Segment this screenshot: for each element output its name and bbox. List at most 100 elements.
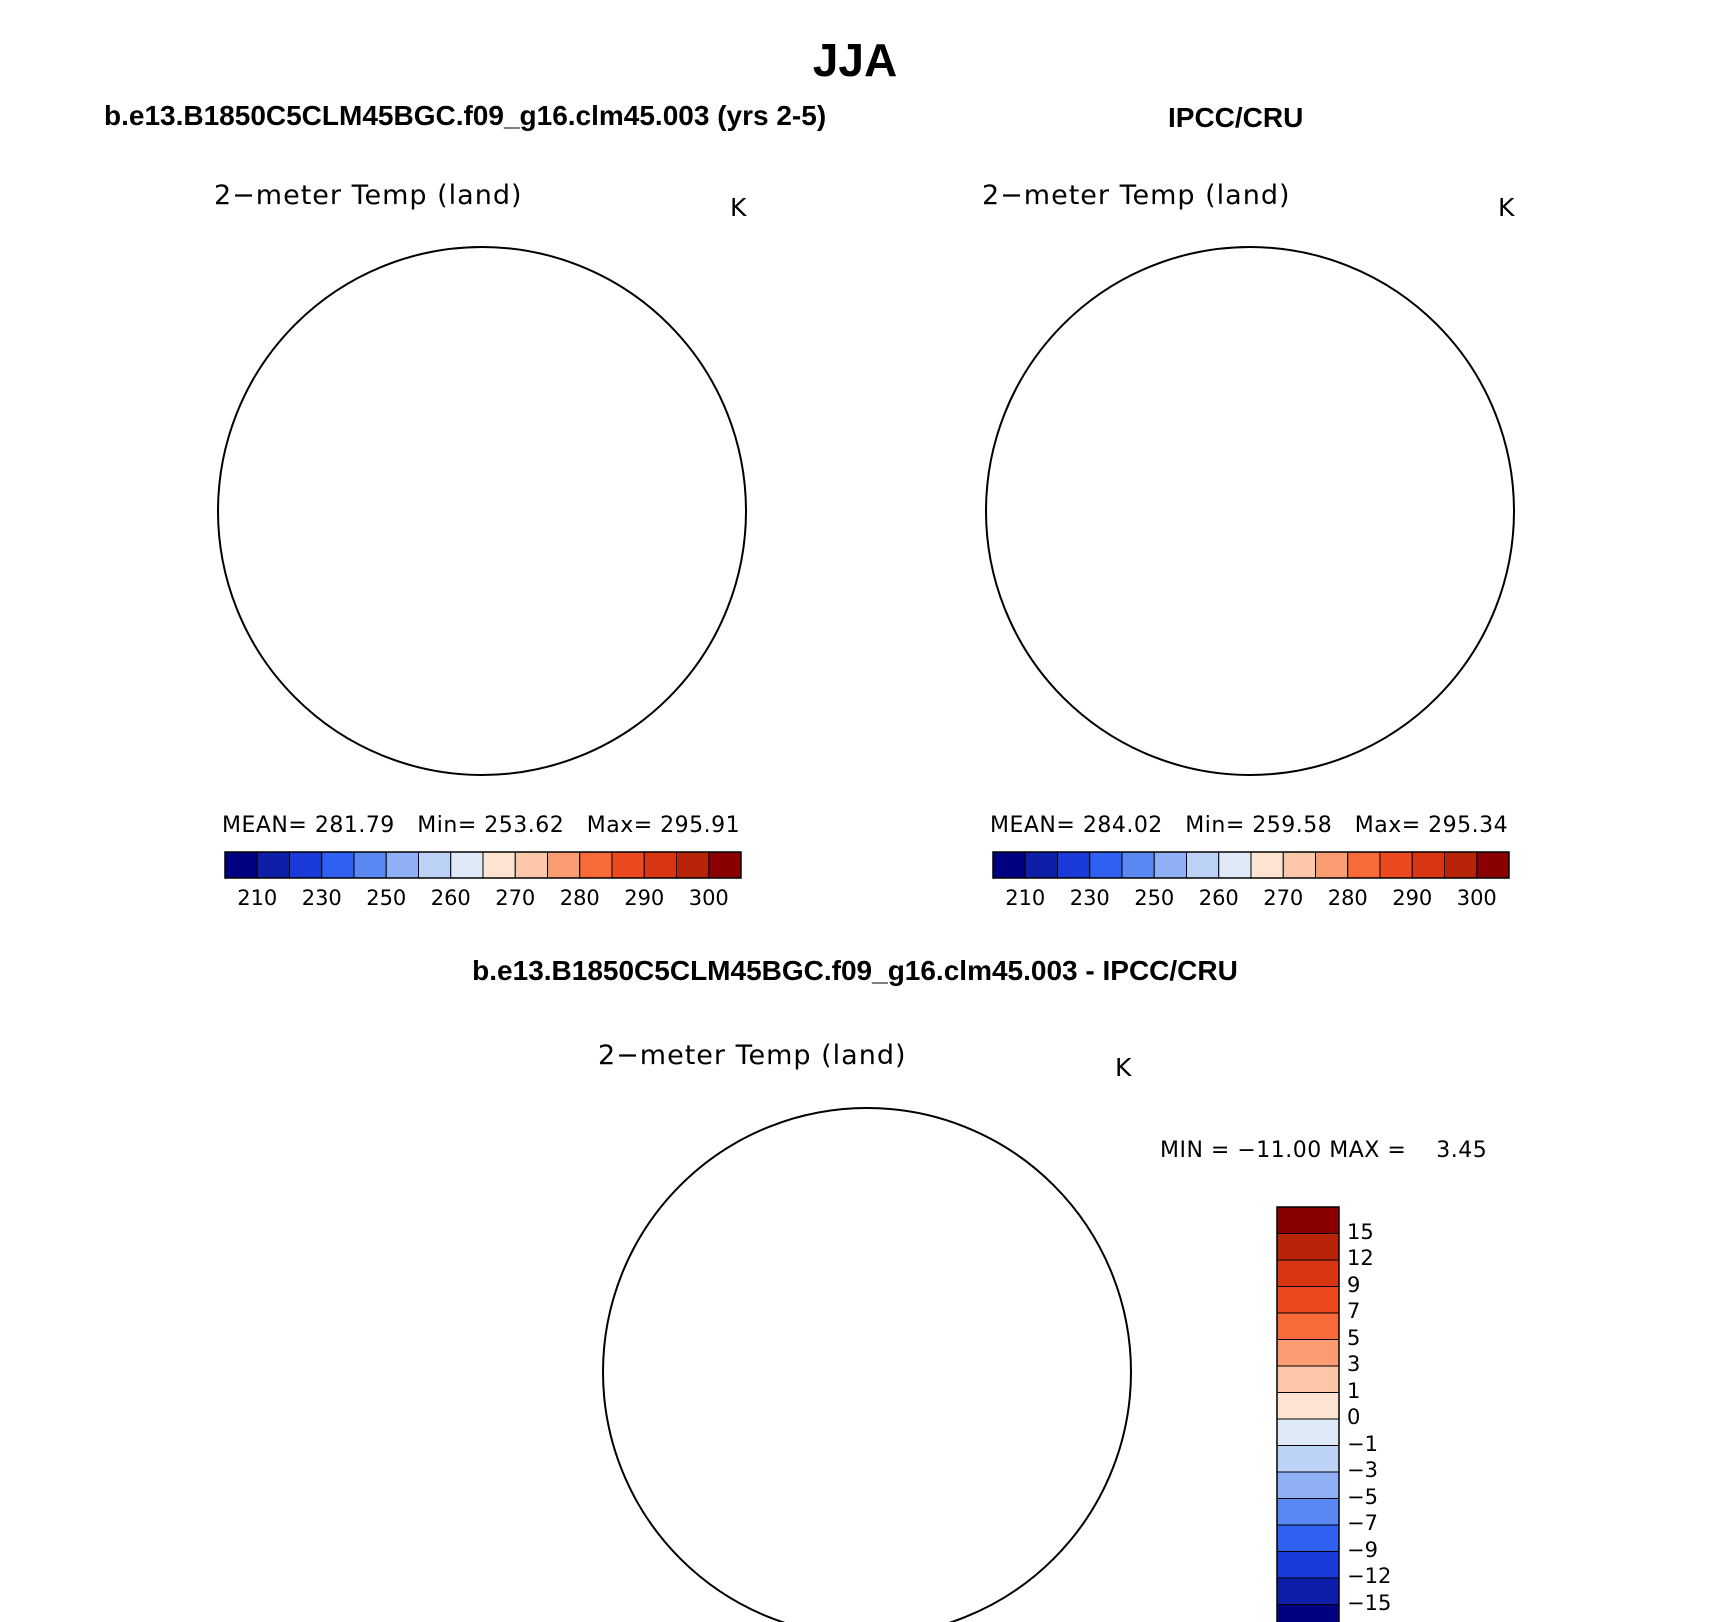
case-colorbar-tick-label: 260 [430, 886, 471, 910]
obs-max-label: Max= [1354, 813, 1421, 838]
diff-range-text: MIN = −11.00 MAX = 3.45 [1160, 1138, 1488, 1163]
obs-polar-map [985, 246, 1515, 776]
obs-colorbar-box [992, 851, 1026, 879]
difference-colorbar-box [1276, 1365, 1340, 1393]
difference-colorbar-box [1276, 1551, 1340, 1579]
case-colorbar-box [547, 851, 581, 879]
case-colorbar-box [611, 851, 645, 879]
case-colorbar-box [353, 851, 387, 879]
case-colorbar-tick-label: 230 [301, 886, 342, 910]
difference-colorbar-box [1276, 1577, 1340, 1605]
difference-colorbar-box [1276, 1339, 1340, 1367]
diff-variable-label: 2−meter Temp (land) [598, 1040, 907, 1071]
obs-colorbar-box [1057, 851, 1091, 879]
obs-variable-label: 2−meter Temp (land) [982, 180, 1291, 211]
obs-colorbar-box [1186, 851, 1220, 879]
obs-min-value: 259.58 [1252, 813, 1333, 838]
case-colorbar-box [676, 851, 710, 879]
difference-colorbar-box [1276, 1418, 1340, 1446]
case-colorbar [224, 851, 742, 879]
case-colorbar-tick-label: 300 [688, 886, 729, 910]
case-colorbar-box [708, 851, 742, 879]
case-mean-value: 281.79 [314, 813, 395, 838]
obs-colorbar [992, 851, 1510, 879]
case-colorbar-box [418, 851, 452, 879]
case-colorbar-tick-label: 250 [366, 886, 407, 910]
difference-colorbar-box [1276, 1286, 1340, 1314]
difference-colorbar-tick-label: 5 [1347, 1325, 1361, 1350]
obs-colorbar-tick-label: 270 [1263, 886, 1304, 910]
case-colorbar-box [385, 851, 419, 879]
difference-colorbar-box [1276, 1524, 1340, 1552]
case-stats: MEAN= 281.79 Min= 253.62 Max= 295.91 [222, 813, 740, 838]
case-colorbar-tick-label: 270 [495, 886, 536, 910]
obs-colorbar-box [1250, 851, 1284, 879]
case-units-label: K [730, 193, 747, 222]
difference-colorbar-tick-label: 1 [1347, 1378, 1361, 1403]
obs-colorbar-tick-label: 280 [1327, 886, 1368, 910]
case-min-value: 253.62 [484, 813, 565, 838]
obs-colorbar-box [1153, 851, 1187, 879]
obs-mean-value: 284.02 [1082, 813, 1163, 838]
case-colorbar-box [482, 851, 516, 879]
obs-colorbar-tick-label: 210 [1005, 886, 1046, 910]
case-colorbar-tick-label: 210 [237, 886, 278, 910]
obs-mean-label: MEAN= [990, 813, 1076, 838]
difference-colorbar-box [1276, 1259, 1340, 1287]
difference-colorbar-box [1276, 1604, 1340, 1622]
difference-polar-map [602, 1107, 1132, 1622]
obs-colorbar-tick-label: 250 [1134, 886, 1175, 910]
difference-colorbar-tick-label: 7 [1347, 1299, 1361, 1323]
difference-colorbar-tick-label: 0 [1347, 1405, 1361, 1429]
case-mean-label: MEAN= [222, 813, 308, 838]
case-polar-map [217, 246, 762, 803]
difference-colorbar-box [1276, 1312, 1340, 1340]
case-colorbar-box [643, 851, 677, 879]
difference-colorbar-tick-label: −15 [1347, 1590, 1392, 1615]
case-colorbar-tick-label: 290 [624, 886, 665, 910]
difference-colorbar-tick-label: −3 [1347, 1458, 1378, 1482]
obs-colorbar-box [1347, 851, 1381, 879]
difference-colorbar-box [1276, 1471, 1340, 1499]
case-panel-heading: b.e13.B1850C5CLM45BGC.f09_g16.clm45.003 … [104, 100, 827, 131]
obs-colorbar-tick-label: 290 [1392, 886, 1433, 910]
obs-colorbar-tick-label: 260 [1198, 886, 1239, 910]
obs-colorbar-box [1476, 851, 1510, 879]
case-colorbar-frame [224, 851, 742, 879]
obs-units-label: K [1498, 193, 1515, 222]
obs-colorbar-box [1315, 851, 1349, 879]
obs-colorbar-box [1282, 851, 1316, 879]
difference-colorbar-tick-label: −12 [1347, 1564, 1392, 1588]
obs-colorbar-box [1444, 851, 1478, 879]
case-variable-label: 2−meter Temp (land) [214, 180, 523, 211]
obs-colorbar-box [1411, 851, 1445, 879]
obs-panel-heading: IPCC/CRU [1168, 102, 1304, 133]
difference-colorbar-box [1276, 1498, 1340, 1526]
obs-max-value: 295.34 [1428, 813, 1509, 838]
obs-colorbar-box [1024, 851, 1058, 879]
difference-colorbar-tick-label: 15 [1347, 1219, 1374, 1244]
obs-colorbar-box [1121, 851, 1155, 879]
case-max-label: Max= [586, 813, 653, 838]
diff-units-label: K [1115, 1053, 1132, 1082]
obs-colorbar-frame [992, 851, 1510, 879]
figure-title: JJA [812, 34, 898, 86]
difference-colorbar-box [1276, 1445, 1340, 1473]
obs-colorbar-box [1089, 851, 1123, 879]
difference-colorbar-box [1276, 1206, 1340, 1234]
case-colorbar-box [224, 851, 258, 879]
difference-colorbar-tick-label: −5 [1347, 1484, 1378, 1509]
case-colorbar-box [579, 851, 613, 879]
obs-colorbar-tick-label: 230 [1069, 886, 1110, 910]
case-colorbar-box [289, 851, 323, 879]
case-colorbar-box [321, 851, 355, 879]
difference-panel-heading: b.e13.B1850C5CLM45BGC.f09_g16.clm45.003 … [472, 955, 1238, 986]
difference-colorbar-tick-label: 12 [1347, 1246, 1374, 1270]
case-colorbar-box [450, 851, 484, 879]
difference-colorbar-box [1276, 1233, 1340, 1261]
difference-colorbar-tick-label: 3 [1347, 1352, 1361, 1376]
obs-min-label: Min= [1185, 813, 1245, 838]
case-min-label: Min= [417, 813, 477, 838]
case-colorbar-tick-label: 280 [559, 886, 600, 910]
